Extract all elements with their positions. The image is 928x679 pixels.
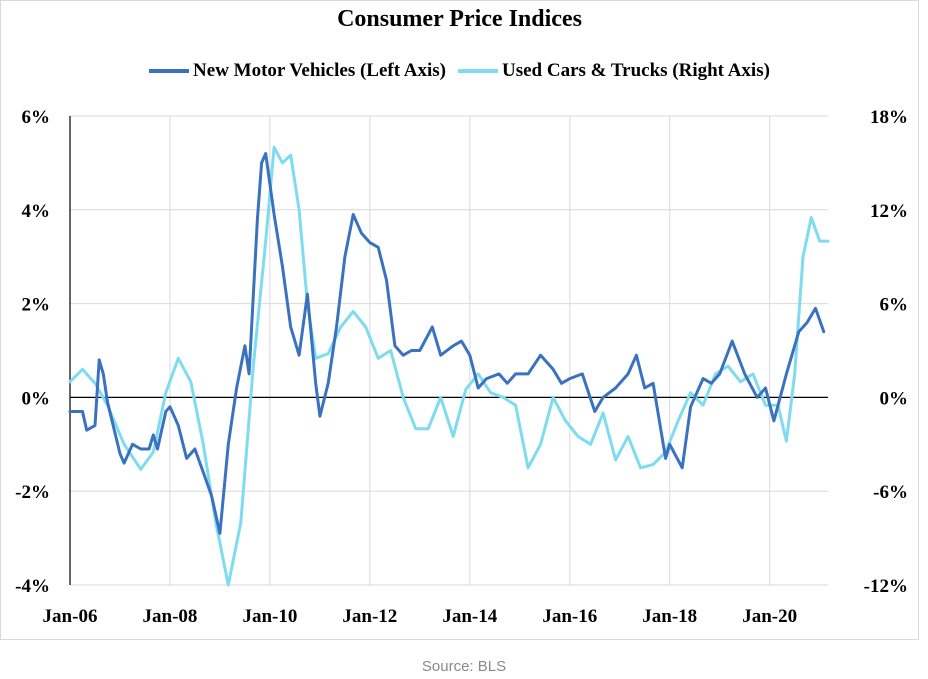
x-tick-label: Jan-08 [143,606,198,627]
legend-label-new-motor-vehicles: New Motor Vehicles (Left Axis) [193,60,446,81]
x-tick-label: Jan-14 [442,606,497,627]
y-right-tick-label: -12% [864,576,908,597]
x-tick-label: Jan-16 [542,606,597,627]
x-tick-label: Jan-20 [742,606,797,627]
x-tick-label: Jan-18 [642,606,697,627]
y-right-tick-label: 18% [870,107,908,128]
y-left-tick-label: 2% [22,295,51,316]
series-line-new-motor-vehicles [68,152,826,535]
series-layer [68,145,830,587]
chart-frame [0,0,919,640]
y-right-tick-label: 0% [880,388,909,409]
y-left-tick-label: 6% [22,107,51,128]
y-left-tick-label: 4% [22,201,51,222]
chart-plot: -4% -2% 0% 2% 4% 6% -12% -6% 0% 6% 12% 18% Jan-06 Jan… [15,107,908,627]
legend-swatch-new-motor-vehicles [149,69,190,73]
legend-swatch-used-cars-trucks [457,69,498,73]
chart-legend: New Motor Vehicles (Left Axis) Used Cars… [0,60,919,82]
y-right-tick-label: 12% [870,201,908,222]
legend-item-used-cars-trucks: Used Cars & Trucks (Right Axis) [457,60,770,82]
y-left-tick-label: -2% [15,482,50,503]
y-left-tick-label: 0% [22,388,51,409]
x-tick-label: Jan-06 [43,606,98,627]
source-note: Source: BLS [421,658,507,675]
tick-labels: -4% -2% 0% 2% 4% 6% -12% -6% 0% 6% 12% 18% Jan-06 Jan… [15,107,908,627]
legend-label-used-cars-trucks: Used Cars & Trucks (Right Axis) [501,60,770,81]
y-right-tick-label: -6% [873,482,908,503]
legend-item-new-motor-vehicles: New Motor Vehicles (Left Axis) [149,60,446,82]
x-tick-label: Jan-12 [342,606,397,627]
y-right-tick-label: 6% [880,295,909,316]
axis-layer [69,116,828,585]
x-tick-label: Jan-10 [242,606,297,627]
series-line-used-cars-trucks [68,145,830,587]
chart-title: Consumer Price Indices [337,6,582,32]
y-left-tick-label: -4% [15,576,50,597]
